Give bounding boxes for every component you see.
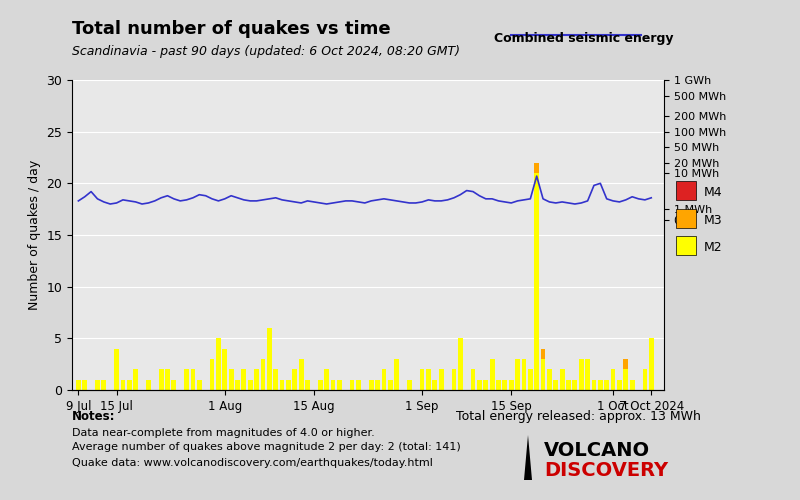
Bar <box>197 380 202 390</box>
Bar <box>210 359 214 390</box>
Bar <box>330 380 335 390</box>
Bar <box>522 359 526 390</box>
Bar <box>305 380 310 390</box>
Bar <box>470 370 475 390</box>
Bar <box>318 380 322 390</box>
Bar <box>121 380 126 390</box>
Bar <box>541 359 546 390</box>
Bar <box>369 380 374 390</box>
Bar <box>566 380 571 390</box>
Bar <box>554 380 558 390</box>
Bar <box>350 380 354 390</box>
Bar <box>261 359 266 390</box>
Bar <box>158 370 163 390</box>
Bar <box>171 380 176 390</box>
Text: M4: M4 <box>704 186 722 199</box>
Bar <box>439 370 443 390</box>
Bar <box>579 359 584 390</box>
Bar <box>541 348 546 359</box>
Text: Total number of quakes vs time: Total number of quakes vs time <box>72 20 390 38</box>
Bar <box>165 370 170 390</box>
Bar <box>407 380 412 390</box>
Bar <box>82 380 87 390</box>
Bar <box>534 173 539 390</box>
Text: M3: M3 <box>704 214 722 226</box>
Bar <box>248 380 253 390</box>
Bar <box>394 359 399 390</box>
Bar <box>375 380 380 390</box>
Bar <box>146 380 150 390</box>
Bar <box>222 348 227 390</box>
Bar <box>509 380 514 390</box>
Bar <box>598 380 602 390</box>
Bar <box>267 328 272 390</box>
Bar <box>229 370 234 390</box>
Text: Total energy released: approx. 13 MWh: Total energy released: approx. 13 MWh <box>456 410 701 423</box>
Bar <box>280 380 285 390</box>
Bar <box>102 380 106 390</box>
Bar <box>95 380 100 390</box>
Text: VOLCANO: VOLCANO <box>544 440 650 460</box>
Bar <box>490 359 494 390</box>
Bar <box>274 370 278 390</box>
Bar <box>254 370 259 390</box>
Text: DISCOVERY: DISCOVERY <box>544 460 668 479</box>
Bar <box>382 370 386 390</box>
Bar <box>114 348 119 390</box>
Bar <box>286 380 291 390</box>
Bar <box>356 380 361 390</box>
Bar <box>617 380 622 390</box>
Bar <box>642 370 647 390</box>
Bar <box>591 380 596 390</box>
Text: Combined seismic energy: Combined seismic energy <box>494 32 674 45</box>
Text: Notes:: Notes: <box>72 410 115 423</box>
Bar <box>630 380 634 390</box>
Text: Average number of quakes above magnitude 2 per day: 2 (total: 141): Average number of quakes above magnitude… <box>72 442 461 452</box>
Bar <box>604 380 609 390</box>
Bar <box>458 338 462 390</box>
Bar <box>451 370 456 390</box>
Bar <box>293 370 297 390</box>
Bar <box>298 359 303 390</box>
Bar <box>190 370 195 390</box>
Bar <box>337 380 342 390</box>
Bar <box>547 370 552 390</box>
Bar <box>324 370 329 390</box>
Bar <box>623 370 628 390</box>
Bar <box>477 380 482 390</box>
Bar <box>235 380 240 390</box>
Bar <box>216 338 221 390</box>
Bar <box>610 370 615 390</box>
Bar <box>649 338 654 390</box>
Bar <box>134 370 138 390</box>
Text: Data near-complete from magnitudes of 4.0 or higher.: Data near-complete from magnitudes of 4.… <box>72 428 374 438</box>
Bar <box>483 380 488 390</box>
Bar <box>388 380 393 390</box>
Text: Quake data: www.volcanodiscovery.com/earthquakes/today.html: Quake data: www.volcanodiscovery.com/ear… <box>72 458 433 468</box>
Bar <box>184 370 189 390</box>
Bar <box>534 162 539 173</box>
Bar <box>433 380 438 390</box>
Bar <box>502 380 507 390</box>
Bar <box>560 370 565 390</box>
Bar <box>420 370 425 390</box>
Bar <box>528 370 533 390</box>
Bar <box>586 359 590 390</box>
Bar <box>496 380 501 390</box>
Bar <box>573 380 578 390</box>
Bar <box>76 380 81 390</box>
Y-axis label: Number of quakes / day: Number of quakes / day <box>28 160 41 310</box>
Text: Scandinavia - past 90 days (updated: 6 Oct 2024, 08:20 GMT): Scandinavia - past 90 days (updated: 6 O… <box>72 45 460 58</box>
Bar <box>242 370 246 390</box>
Bar <box>623 359 628 370</box>
Bar <box>515 359 520 390</box>
Bar <box>127 380 132 390</box>
Text: M2: M2 <box>704 241 722 254</box>
Bar <box>426 370 431 390</box>
